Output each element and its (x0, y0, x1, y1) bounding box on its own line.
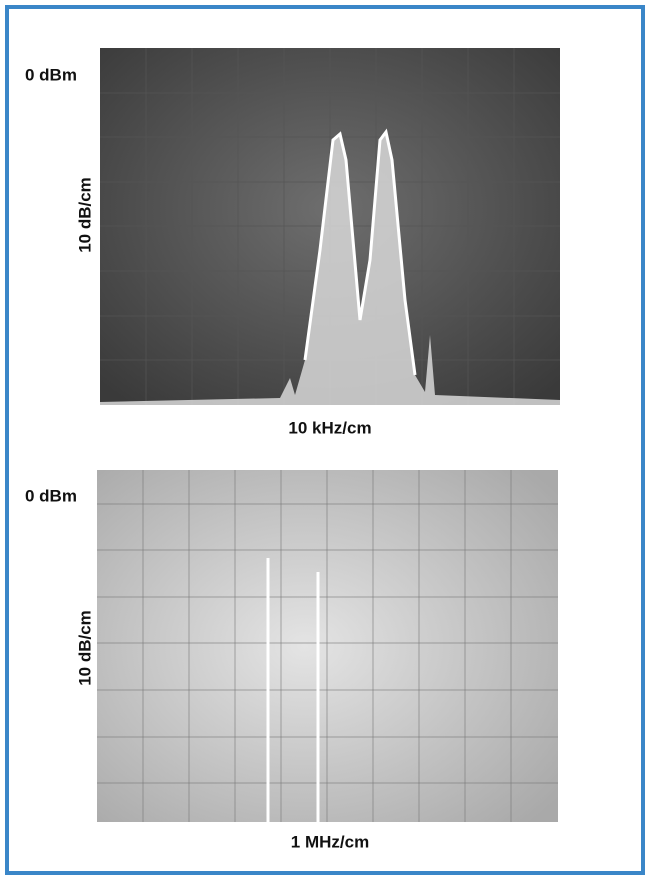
frame (5, 5, 645, 875)
reference-level-label: 0 dBm (25, 65, 77, 84)
vertical-scale-label: 10 dB/cm (75, 177, 94, 253)
vertical-scale-label: 10 dB/cm (75, 610, 94, 686)
horizontal-scale-label: 10 kHz/cm (288, 418, 371, 437)
horizontal-scale-label: 1 MHz/cm (291, 832, 369, 851)
reference-level-label: 0 dBm (25, 486, 77, 505)
spectrum-photo-bottom (97, 470, 558, 822)
spectrum-photo-top (100, 48, 560, 405)
